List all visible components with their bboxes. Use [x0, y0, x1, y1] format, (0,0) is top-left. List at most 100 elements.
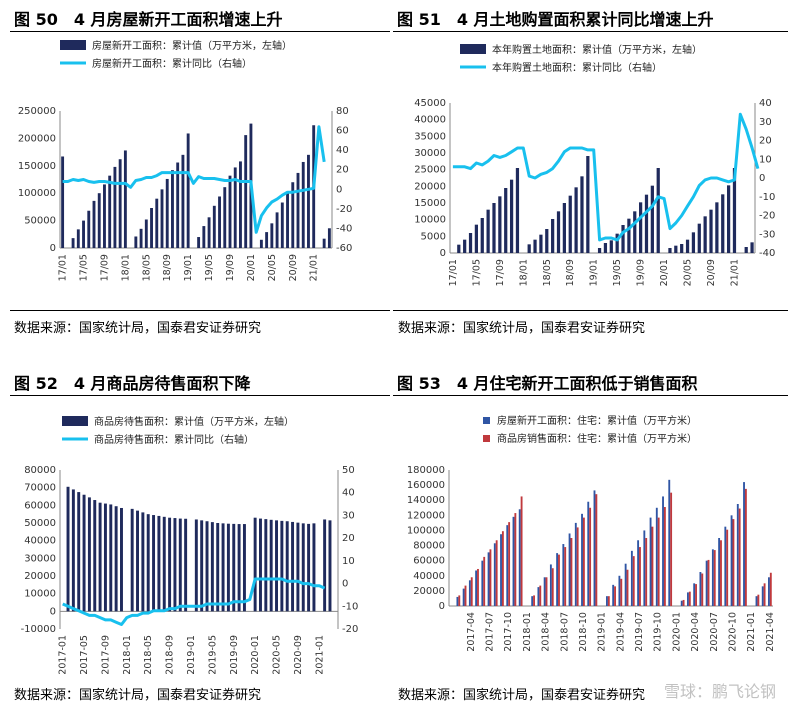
y-tick: 180000: [407, 465, 445, 476]
x-tick-label: 2018-07: [559, 612, 570, 652]
bar: [253, 517, 257, 612]
bar: [178, 518, 182, 612]
x-tick-label: 21/01: [309, 254, 320, 281]
x-tick-label: 20/01: [246, 254, 257, 281]
bar-starts: [680, 600, 683, 606]
bar: [165, 178, 169, 248]
x-tick-label: 2017-07: [485, 612, 496, 652]
x-tick-label: 2020-05: [272, 635, 283, 675]
y-tick-right: 20: [342, 533, 355, 544]
y-tick-left: 0: [50, 606, 56, 617]
bar: [168, 517, 172, 612]
bar: [307, 523, 311, 612]
bar: [301, 523, 305, 612]
bar: [134, 236, 138, 248]
y-tick: 100000: [407, 525, 445, 536]
bar: [265, 232, 269, 248]
source-note: 数据来源：国家统计局，国泰君安证券研究: [398, 321, 646, 336]
bar-starts: [736, 504, 739, 606]
y-tick-left: 40000: [24, 536, 56, 547]
bar-sales: [620, 578, 623, 606]
bar: [533, 239, 537, 253]
bar: [109, 504, 113, 612]
x-tick-label: 19/05: [612, 259, 623, 286]
x-tick-label: 2019-09: [229, 635, 240, 675]
bar: [144, 219, 148, 248]
bar: [744, 247, 748, 253]
bar: [205, 521, 209, 612]
bar: [457, 244, 461, 253]
bar: [207, 217, 211, 248]
bar: [703, 216, 707, 253]
bar-sales: [501, 531, 504, 606]
x-tick-label: 2020-01: [671, 612, 682, 652]
y-tick-left: 35000: [414, 131, 446, 142]
bar: [545, 229, 549, 253]
bar: [226, 523, 230, 612]
bar-starts: [512, 516, 515, 606]
bar: [76, 229, 80, 248]
bar: [130, 508, 134, 612]
bar-sales: [545, 577, 548, 606]
bar: [123, 150, 127, 248]
bar-sales: [744, 488, 747, 606]
bar: [322, 238, 326, 248]
bar: [103, 184, 106, 248]
bar: [259, 518, 262, 612]
bar: [291, 521, 295, 612]
y-tick: 20000: [413, 586, 445, 597]
bar-starts: [693, 583, 696, 606]
x-tick-label: 2019-01: [186, 635, 197, 675]
bar-sales: [483, 556, 486, 606]
title-rule: [10, 395, 390, 396]
legend-label: 房屋新开工面积：住宅：累计值（万平方米）: [497, 414, 697, 427]
x-tick-label: 2018-04: [541, 612, 552, 652]
bar: [633, 211, 637, 253]
bar: [732, 168, 737, 253]
panel-title: 图 52 4 月商品房待售面积下降: [14, 374, 251, 393]
bar-sales: [564, 547, 567, 606]
x-tick-label: 2020-09: [293, 635, 304, 675]
x-tick-label: 2018-01: [522, 612, 533, 652]
x-tick-label: 17/01: [448, 259, 459, 286]
bar: [71, 238, 75, 248]
x-tick-label: 2021-04: [765, 612, 776, 652]
bar-sales: [632, 556, 635, 606]
bar: [639, 202, 643, 253]
bar: [296, 522, 300, 612]
bar-starts: [630, 550, 633, 606]
bar: [103, 503, 107, 612]
x-tick-label: 19/09: [225, 254, 236, 281]
y-tick-right: 80: [336, 106, 349, 117]
y-tick-right: -20: [342, 624, 358, 635]
bar: [233, 167, 237, 248]
y-tick-left: 20000: [24, 571, 56, 582]
x-tick-label: 2019-01: [597, 612, 608, 652]
legend-label: 房屋新开工面积：累计同比（右轴）: [92, 57, 252, 70]
y-tick-left: 100000: [18, 188, 56, 199]
source-note: 数据来源：国家统计局，国泰君安证券研究: [14, 688, 262, 703]
y-tick-left: -10000: [21, 624, 56, 635]
y-tick-right: 10: [342, 556, 355, 567]
bar: [87, 210, 91, 248]
bar-starts: [743, 482, 745, 606]
bar: [66, 486, 70, 612]
legend-label: 本年购置土地面积：累计值（万平方米，左轴）: [492, 43, 702, 56]
legend-swatch: [483, 417, 490, 424]
bar-sales: [763, 583, 766, 606]
bar: [269, 519, 273, 612]
y-tick-left: 70000: [24, 483, 56, 494]
series-line: [452, 112, 760, 242]
x-tick-label: 2019-04: [615, 612, 626, 652]
bar: [171, 170, 174, 248]
bar: [98, 502, 102, 612]
x-tick-label: 19/09: [636, 259, 647, 286]
x-tick-label: 17/09: [495, 259, 506, 286]
bar: [580, 176, 584, 253]
x-tick-label: 17/01: [58, 254, 69, 281]
bar: [197, 237, 201, 248]
y-tick-right: -30: [759, 229, 775, 240]
y-tick-right: -10: [342, 601, 358, 612]
bar: [586, 156, 590, 253]
bar-starts: [618, 575, 621, 606]
